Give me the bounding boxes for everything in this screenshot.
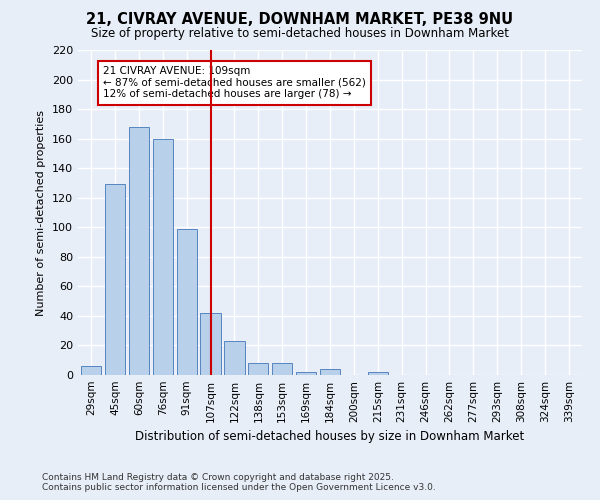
- Bar: [224, 341, 245, 375]
- Bar: [105, 184, 125, 375]
- Y-axis label: Number of semi-detached properties: Number of semi-detached properties: [37, 110, 46, 316]
- Text: 21, CIVRAY AVENUE, DOWNHAM MARKET, PE38 9NU: 21, CIVRAY AVENUE, DOWNHAM MARKET, PE38 …: [86, 12, 514, 28]
- Bar: [272, 363, 292, 375]
- Text: Size of property relative to semi-detached houses in Downham Market: Size of property relative to semi-detach…: [91, 28, 509, 40]
- Text: Contains HM Land Registry data © Crown copyright and database right 2025.
Contai: Contains HM Land Registry data © Crown c…: [42, 473, 436, 492]
- Bar: [320, 369, 340, 375]
- Bar: [152, 138, 173, 375]
- Bar: [200, 313, 221, 375]
- Bar: [296, 372, 316, 375]
- X-axis label: Distribution of semi-detached houses by size in Downham Market: Distribution of semi-detached houses by …: [136, 430, 524, 444]
- Text: 21 CIVRAY AVENUE: 109sqm
← 87% of semi-detached houses are smaller (562)
12% of : 21 CIVRAY AVENUE: 109sqm ← 87% of semi-d…: [103, 66, 366, 100]
- Bar: [176, 229, 197, 375]
- Bar: [368, 372, 388, 375]
- Bar: [81, 366, 101, 375]
- Bar: [248, 363, 268, 375]
- Bar: [129, 127, 149, 375]
